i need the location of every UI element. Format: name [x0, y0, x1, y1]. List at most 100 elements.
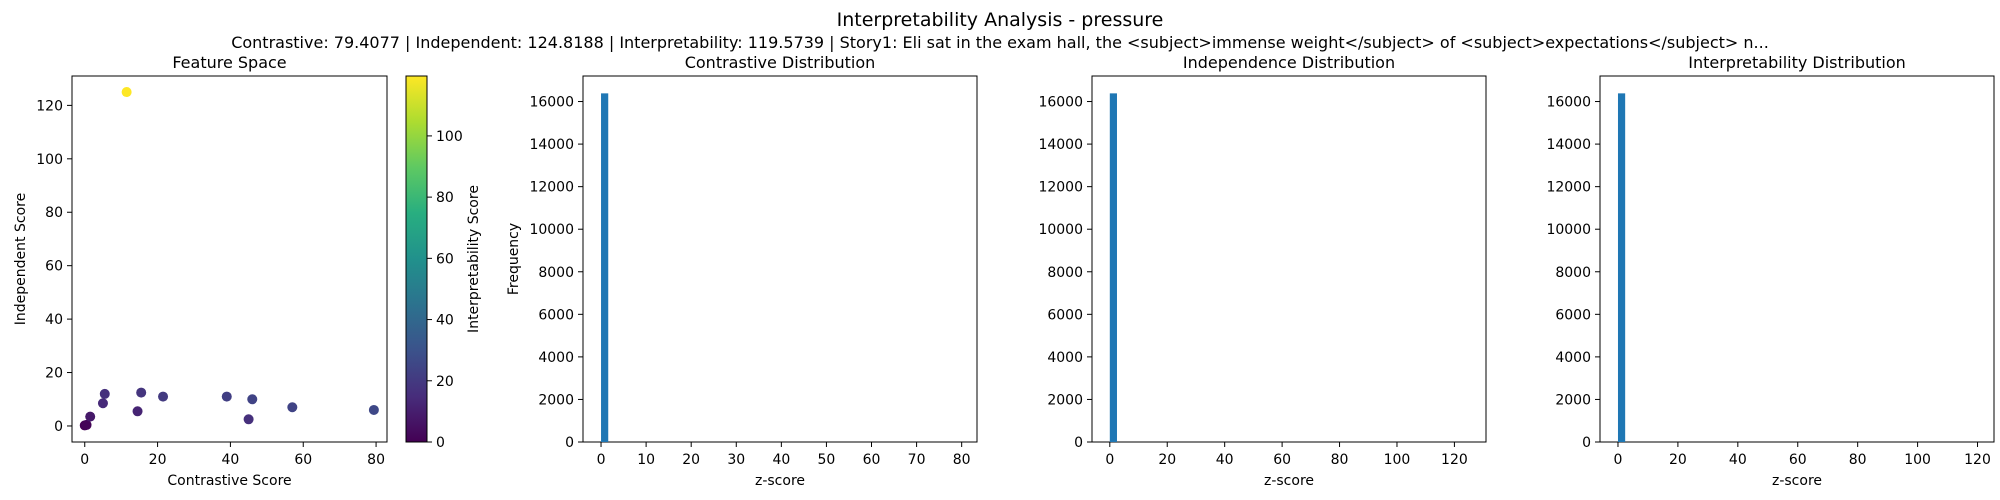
- y-tick-label: 120: [36, 98, 63, 114]
- x-tick-label: 20: [682, 452, 700, 468]
- x-tick-label: 0: [80, 452, 89, 468]
- x-tick-label: 40: [1216, 452, 1234, 468]
- y-tick-label: 12000: [1038, 180, 1083, 196]
- x-tick-label: 80: [1849, 452, 1867, 468]
- x-tick-label: 20: [1158, 452, 1176, 468]
- y-tick-label: 4000: [1555, 350, 1591, 366]
- x-tick-label: 120: [1441, 452, 1468, 468]
- y-tick-label: 16000: [529, 95, 574, 111]
- scatter-point: [97, 398, 108, 409]
- y-tick-label: 2000: [538, 392, 574, 408]
- x-tick-label: 100: [1904, 452, 1931, 468]
- histogram-bar: [1109, 93, 1117, 443]
- y-tick-label: 8000: [1047, 265, 1083, 281]
- y-tick-label: 12000: [529, 180, 574, 196]
- scatter-point: [85, 411, 96, 422]
- panel-interpretability-xlabel: z-score: [1772, 473, 1822, 489]
- panel-contrastive-title: Contrastive Distribution: [685, 53, 876, 72]
- scatter-point: [368, 404, 379, 415]
- scatter-point: [243, 414, 254, 425]
- scatter-point: [132, 406, 143, 417]
- panel-feature-space-xlabel: Contrastive Score: [167, 473, 291, 489]
- panel-feature-space-title: Feature Space: [172, 53, 286, 72]
- panel-independence-frame: [1091, 75, 1487, 443]
- panel-feature-space: Feature Space Contrastive Score Independ…: [13, 53, 388, 489]
- colorbar-label: Interpretability Score: [466, 185, 482, 333]
- y-tick-label: 2000: [1047, 392, 1083, 408]
- x-tick-label: 20: [149, 452, 167, 468]
- y-tick-label: 6000: [1555, 307, 1591, 323]
- x-tick-label: 40: [221, 452, 239, 468]
- x-tick-label: 60: [863, 452, 881, 468]
- y-tick-label: 0: [1582, 435, 1591, 451]
- panel-feature-space-ylabel: Independent Score: [13, 193, 29, 325]
- panel-feature-space-frame: [71, 75, 388, 443]
- scatter-point: [136, 387, 147, 398]
- x-tick-label: 20: [1669, 452, 1687, 468]
- y-tick-label: 10000: [529, 222, 574, 238]
- y-tick-label: 10000: [1546, 222, 1591, 238]
- x-tick-label: 80: [953, 452, 971, 468]
- y-tick-label: 10000: [1038, 222, 1083, 238]
- y-tick-label: 100: [36, 152, 63, 168]
- colorbar-tick-label: 40: [436, 313, 454, 329]
- y-tick-label: 14000: [529, 137, 574, 153]
- panel-interpretability-frame: [1599, 75, 1995, 443]
- x-tick-label: 120: [1964, 452, 1991, 468]
- x-tick-label: 10: [637, 452, 655, 468]
- x-tick-label: 0: [597, 452, 606, 468]
- x-tick-label: 0: [1614, 452, 1623, 468]
- scatter-point: [99, 388, 110, 399]
- y-tick-label: 4000: [538, 350, 574, 366]
- y-tick-label: 2000: [1555, 392, 1591, 408]
- panel-contrastive-frame: [582, 75, 978, 443]
- panel-interpretability-distribution: Interpretability Distribution z-score 0 2…: [1546, 53, 1995, 489]
- figure-title: Interpretability Analysis - pressure: [837, 9, 1164, 31]
- y-tick-label: 16000: [1546, 95, 1591, 111]
- x-tick-label: 100: [1384, 452, 1411, 468]
- x-tick-label: 50: [818, 452, 836, 468]
- y-tick-label: 60: [45, 259, 63, 275]
- panel-independence-xlabel: z-score: [1264, 473, 1314, 489]
- scatter-point: [121, 87, 132, 98]
- y-tick-label: 40: [45, 312, 63, 328]
- x-tick-label: 60: [1273, 452, 1291, 468]
- colorbar: Interpretability Score 0 20 40 60 80 100: [405, 75, 482, 451]
- x-tick-label: 0: [1105, 452, 1114, 468]
- colorbar-tick-label: 100: [436, 129, 463, 145]
- panel-independence-title: Independence Distribution: [1183, 53, 1395, 72]
- y-tick-label: 14000: [1038, 137, 1083, 153]
- x-tick-label: 30: [727, 452, 745, 468]
- x-tick-label: 40: [772, 452, 790, 468]
- y-tick-label: 80: [45, 205, 63, 221]
- colorbar-tick-label: 0: [436, 435, 445, 451]
- y-tick-label: 0: [565, 435, 574, 451]
- panel-contrastive-ylabel: Frequency: [506, 223, 522, 295]
- x-tick-label: 70: [908, 452, 926, 468]
- panel-contrastive-xlabel: z-score: [755, 473, 805, 489]
- colorbar-tick-label: 80: [436, 190, 454, 206]
- y-tick-label: 0: [54, 419, 63, 435]
- y-tick-label: 12000: [1546, 180, 1591, 196]
- scatter-point: [247, 394, 258, 405]
- panel-contrastive-distribution: Contrastive Distribution z-score Frequen…: [506, 53, 978, 489]
- y-tick-label: 6000: [538, 307, 574, 323]
- y-tick-label: 0: [1074, 435, 1083, 451]
- y-tick-label: 16000: [1038, 95, 1083, 111]
- y-tick-label: 6000: [1047, 307, 1083, 323]
- scatter-point: [81, 419, 92, 430]
- x-tick-label: 60: [1789, 452, 1807, 468]
- panel-independence-distribution: Independence Distribution z-score 0 20 40 6…: [1038, 53, 1487, 489]
- colorbar-gradient: [405, 75, 428, 443]
- histogram-bar: [601, 93, 609, 443]
- x-tick-label: 80: [1331, 452, 1349, 468]
- scatter-point: [158, 391, 169, 402]
- scatter-point: [287, 402, 298, 413]
- x-tick-label: 80: [367, 452, 385, 468]
- colorbar-tick-label: 20: [436, 374, 454, 390]
- y-tick-label: 4000: [1047, 350, 1083, 366]
- x-tick-label: 60: [294, 452, 312, 468]
- scatter-point: [221, 391, 232, 402]
- y-tick-label: 14000: [1546, 137, 1591, 153]
